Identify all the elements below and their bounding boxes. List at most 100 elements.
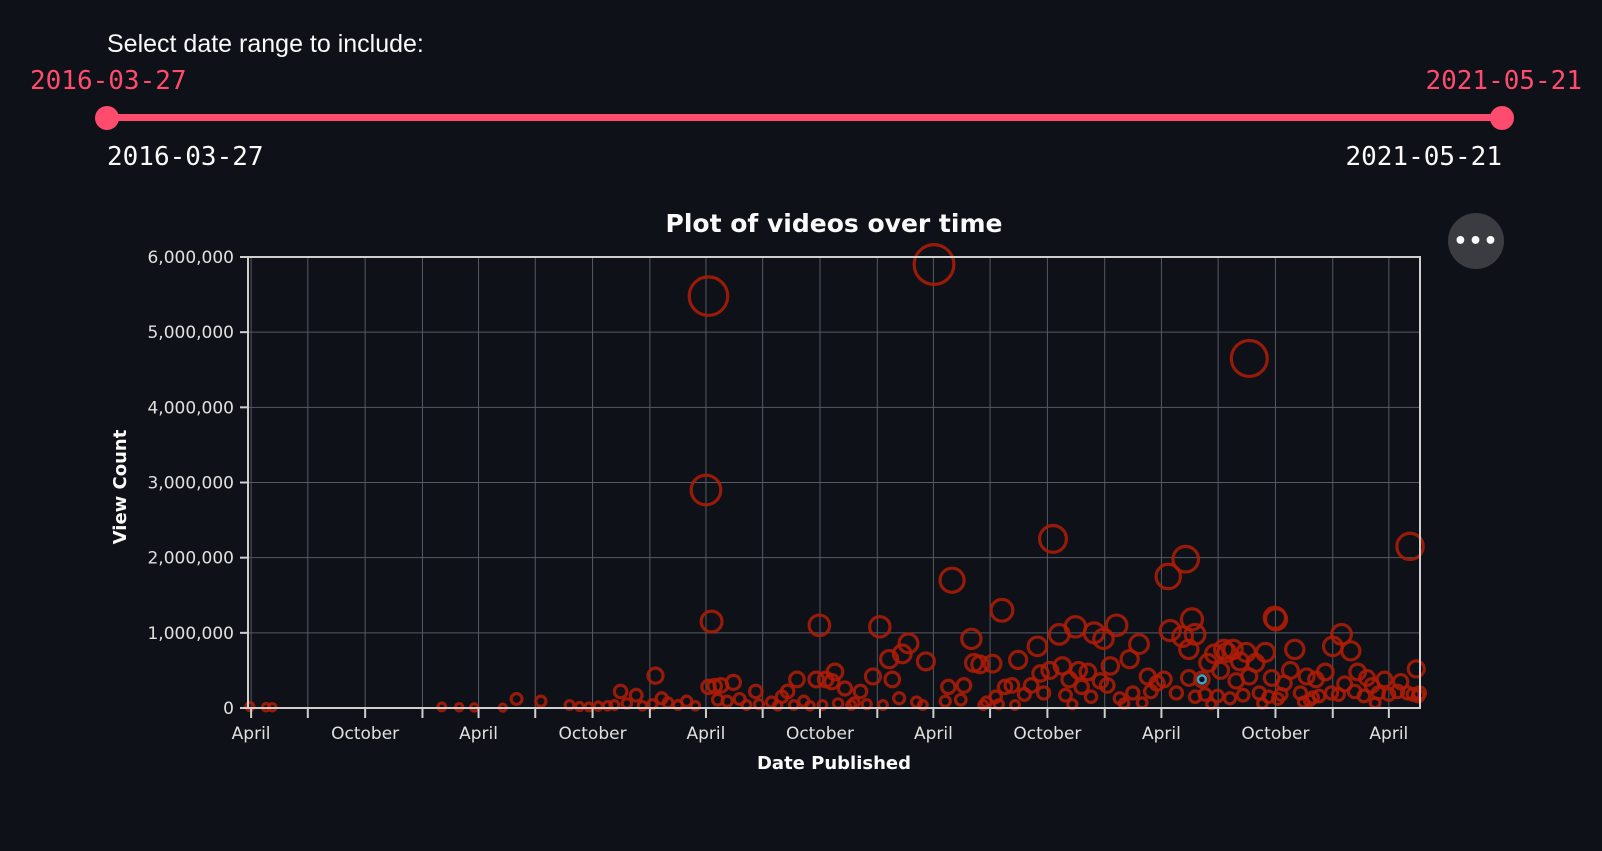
data-point xyxy=(1235,687,1251,703)
date-range-slider-track[interactable] xyxy=(107,114,1502,121)
data-point xyxy=(1227,672,1245,690)
range-min-label: 2016-03-27 xyxy=(107,142,264,172)
data-point xyxy=(963,652,984,673)
data-point xyxy=(831,697,845,710)
x-tick-label: October xyxy=(559,724,627,744)
data-point xyxy=(1092,627,1115,651)
data-point xyxy=(1171,625,1194,648)
data-point xyxy=(1003,677,1021,694)
data-point xyxy=(845,699,858,711)
data-point xyxy=(996,678,1014,696)
data-point xyxy=(867,615,892,639)
data-point xyxy=(1125,685,1141,701)
data-point xyxy=(1307,670,1325,689)
y-tick-label: 0 xyxy=(223,699,234,719)
data-point xyxy=(1037,523,1069,554)
data-point xyxy=(1098,677,1116,694)
data-point xyxy=(712,677,730,694)
x-tick-label: April xyxy=(914,724,953,744)
data-point xyxy=(1256,697,1269,710)
data-point xyxy=(1323,685,1340,701)
data-point xyxy=(1135,696,1149,710)
data-point xyxy=(1340,640,1362,662)
data-point xyxy=(771,699,784,712)
data-point xyxy=(1069,660,1089,680)
data-point xyxy=(1009,699,1021,711)
data-point xyxy=(891,643,913,665)
data-point xyxy=(1026,635,1049,658)
data-point xyxy=(804,699,816,712)
data-point xyxy=(583,701,595,713)
y-tick-label: 3,000,000 xyxy=(147,474,234,494)
scatter-chart: Plot of videos over time 0 1,000,000 2,000… xyxy=(110,209,1428,774)
data-point xyxy=(1179,607,1205,632)
data-point xyxy=(863,667,883,686)
range-max-label: 2021-05-21 xyxy=(1345,142,1502,172)
data-point xyxy=(1284,638,1306,661)
data-point xyxy=(1078,662,1098,682)
data-point xyxy=(661,696,675,710)
data-point xyxy=(1100,656,1121,676)
data-point xyxy=(823,672,841,691)
data-point xyxy=(1406,659,1426,679)
data-point xyxy=(689,473,723,507)
data-point xyxy=(940,678,957,696)
data-point xyxy=(977,699,990,711)
data-point xyxy=(915,651,936,672)
chart-title: Plot of videos over time xyxy=(666,209,1003,238)
data-point xyxy=(244,700,256,713)
data-point xyxy=(836,680,854,697)
data-point xyxy=(563,699,576,711)
chart-menu-button[interactable]: ••• xyxy=(1448,213,1504,269)
data-point xyxy=(1127,633,1150,656)
y-tick-label: 1,000,000 xyxy=(147,624,234,644)
data-point xyxy=(1031,664,1050,683)
data-point xyxy=(1270,691,1285,706)
y-tick-label: 6,000,000 xyxy=(147,248,234,268)
data-point xyxy=(1047,622,1071,646)
data-point xyxy=(1007,649,1029,671)
data-point xyxy=(852,683,869,700)
data-point xyxy=(1154,562,1183,591)
data-point xyxy=(989,597,1015,623)
data-point xyxy=(1330,686,1346,703)
data-point xyxy=(1391,672,1410,691)
data-point xyxy=(534,694,548,708)
data-point xyxy=(1016,686,1032,703)
data-point xyxy=(787,699,800,711)
data-point xyxy=(816,699,829,711)
data-point xyxy=(1104,613,1129,638)
x-tick-label: October xyxy=(331,724,399,744)
y-tick-label: 5,000,000 xyxy=(147,323,234,343)
data-point xyxy=(1083,689,1099,705)
x-tick-label: April xyxy=(232,724,271,744)
range-start-handle[interactable] xyxy=(95,106,119,130)
data-point xyxy=(1142,683,1159,700)
x-tick-label: April xyxy=(1369,724,1408,744)
data-point xyxy=(689,699,702,712)
data-point xyxy=(601,699,614,712)
data-point xyxy=(1395,531,1425,562)
data-point xyxy=(1073,678,1090,696)
data-point xyxy=(1178,638,1200,661)
data-point xyxy=(892,691,907,706)
data-point xyxy=(883,670,902,689)
data-point xyxy=(687,275,730,317)
data-point xyxy=(747,683,764,700)
data-point xyxy=(1060,670,1079,689)
data-point xyxy=(912,243,956,286)
data-point xyxy=(897,632,920,655)
range-end-handle[interactable] xyxy=(1490,106,1514,130)
data-point-highlight xyxy=(1196,674,1208,685)
data-point xyxy=(732,691,747,706)
data-point xyxy=(573,700,586,713)
y-axis: 0 1,000,000 2,000,000 3,000,000 4,000,000 5,0… xyxy=(147,248,248,719)
x-tick-label: April xyxy=(687,724,726,744)
data-point xyxy=(1040,660,1060,680)
x-axis: April October April October April October Apri… xyxy=(232,708,1408,744)
data-point xyxy=(1263,607,1289,632)
data-point xyxy=(1193,670,1211,689)
data-point xyxy=(1302,693,1317,708)
data-point xyxy=(1119,648,1140,670)
data-point xyxy=(938,694,952,708)
